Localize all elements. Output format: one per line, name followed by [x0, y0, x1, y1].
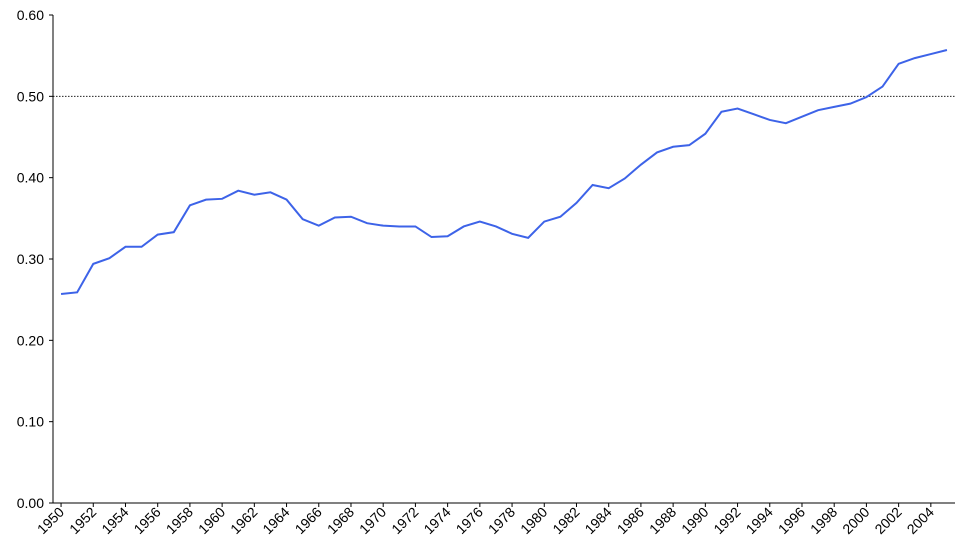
x-tick-label: 1988: [646, 504, 679, 537]
y-tick-label: 0.30: [17, 251, 44, 267]
x-tick-label: 1990: [678, 504, 711, 537]
x-tick-label: 1974: [420, 504, 453, 537]
x-tick-label: 1982: [549, 504, 582, 537]
x-tick-label: 1962: [227, 504, 260, 537]
x-tick-label: 1964: [259, 504, 292, 537]
x-tick-label: 1978: [485, 504, 518, 537]
y-tick-label: 0.10: [17, 414, 44, 430]
x-tick-label: 1972: [388, 504, 421, 537]
x-tick-label: 1980: [517, 504, 550, 537]
x-tick-label: 1956: [130, 504, 163, 537]
y-tick-label: 0.20: [17, 332, 44, 348]
x-tick-label: 1966: [292, 504, 325, 537]
x-tick-label: 1994: [743, 504, 776, 537]
x-tick-label: 1984: [581, 504, 614, 537]
x-tick-label: 2000: [839, 504, 872, 537]
y-tick-label: 0.50: [17, 88, 44, 104]
x-tick-label: 2002: [871, 504, 904, 537]
data-line: [60, 49, 948, 295]
x-tick-label: 1992: [710, 504, 743, 537]
x-tick-label: 1986: [614, 504, 647, 537]
x-tick-label: 1968: [324, 504, 357, 537]
y-tick-label: 0.00: [17, 495, 44, 511]
x-tick-label: 1952: [66, 504, 99, 537]
x-tick-label: 1976: [453, 504, 486, 537]
x-tick-label: 1958: [163, 504, 196, 537]
x-tick-label: 1970: [356, 504, 389, 537]
x-tick-label: 2004: [904, 504, 937, 537]
y-tick-label: 0.40: [17, 170, 44, 186]
x-tick-label: 1954: [98, 504, 131, 537]
y-tick-label: 0.60: [17, 7, 44, 23]
x-tick-label: 1998: [807, 504, 840, 537]
x-tick-label: 1996: [775, 504, 808, 537]
x-tick-label: 1960: [195, 504, 228, 537]
